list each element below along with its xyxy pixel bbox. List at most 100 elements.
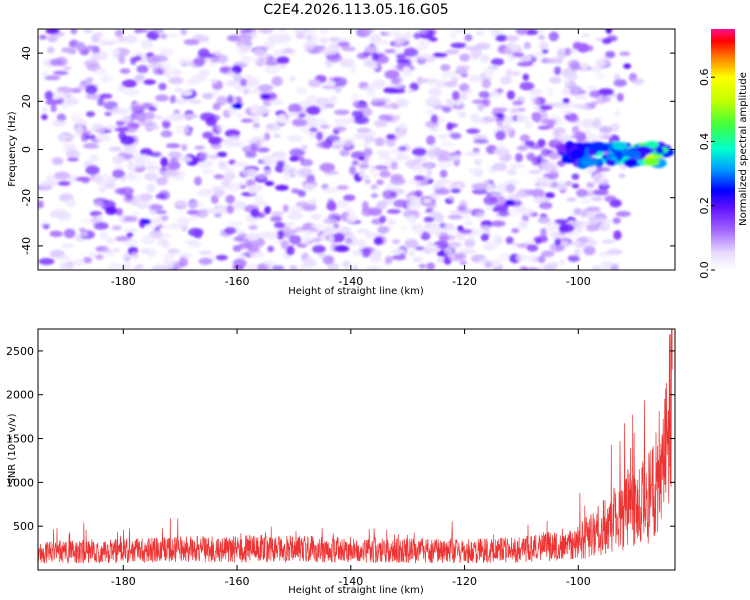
noise-cell xyxy=(362,141,370,149)
noise-cell xyxy=(286,134,303,143)
noise-cell xyxy=(140,234,156,245)
noise-cell xyxy=(140,248,150,254)
noise-cell xyxy=(99,173,111,183)
noise-cell xyxy=(571,183,580,189)
noise-cell xyxy=(319,37,329,44)
noise-cell xyxy=(189,99,202,105)
noise-cell xyxy=(349,165,357,176)
snr-x-tick-label: -140 xyxy=(338,575,363,588)
noise-cell xyxy=(250,208,260,218)
noise-cell xyxy=(45,99,60,106)
noise-cell xyxy=(384,69,400,80)
noise-cell xyxy=(116,86,127,93)
spectrogram-y-label: Frequency (Hz) xyxy=(7,111,18,187)
noise-cell xyxy=(390,29,402,39)
noise-cell xyxy=(482,116,492,125)
noise-cell xyxy=(368,64,379,70)
noise-cell xyxy=(73,118,89,126)
noise-cell xyxy=(299,158,314,167)
noise-cell xyxy=(180,89,193,97)
noise-cell xyxy=(334,245,350,253)
noise-cell xyxy=(592,172,607,183)
noise-cell xyxy=(425,244,439,249)
noise-cell xyxy=(367,208,383,216)
noise-cell xyxy=(47,46,55,54)
noise-cell xyxy=(83,59,99,68)
noise-cell xyxy=(101,248,113,254)
colorbar-tick-label: 0.4 xyxy=(698,133,711,151)
noise-cell xyxy=(60,134,76,139)
noise-cell xyxy=(346,213,358,223)
noise-cell xyxy=(390,161,398,170)
noise-cell xyxy=(586,211,595,220)
noise-cell xyxy=(181,143,188,151)
noise-cell xyxy=(477,101,485,112)
noise-cell xyxy=(224,171,236,181)
snr-y-tick-label: 500 xyxy=(13,520,34,533)
noise-cell xyxy=(264,181,275,186)
noise-cell xyxy=(276,160,285,167)
noise-cell xyxy=(422,202,436,207)
noise-cell xyxy=(220,166,235,173)
noise-cell xyxy=(494,205,509,210)
noise-cell xyxy=(148,204,164,211)
noise-cell xyxy=(249,104,261,115)
noise-cell xyxy=(267,98,284,105)
noise-cell xyxy=(289,265,298,270)
noise-cell xyxy=(364,45,378,54)
peak-cell xyxy=(232,103,243,110)
noise-cell xyxy=(538,35,545,40)
noise-cell xyxy=(93,201,105,207)
noise-cell xyxy=(85,165,100,175)
noise-cell xyxy=(70,88,82,93)
noise-cell xyxy=(589,133,604,141)
noise-cell xyxy=(408,250,416,258)
noise-cell xyxy=(140,148,153,157)
spectrogram-x-tick-label: -120 xyxy=(452,275,477,288)
noise-cell xyxy=(271,211,284,216)
noise-cell xyxy=(246,77,260,88)
noise-cell xyxy=(124,88,140,96)
noise-cell xyxy=(319,162,335,173)
noise-cell xyxy=(509,163,525,169)
noise-cell xyxy=(311,237,322,243)
noise-cell xyxy=(148,63,165,69)
noise-cell xyxy=(170,222,185,229)
snr-background xyxy=(38,329,675,570)
noise-cell xyxy=(480,220,493,227)
noise-cell xyxy=(412,147,427,157)
noise-cell xyxy=(483,244,493,251)
noise-cell xyxy=(49,231,63,238)
noise-cell xyxy=(331,144,343,150)
noise-cell xyxy=(502,115,515,122)
noise-cell xyxy=(492,107,507,113)
noise-cell xyxy=(446,122,454,131)
noise-cell xyxy=(447,196,455,201)
noise-cell xyxy=(315,97,331,106)
noise-cell xyxy=(97,97,105,107)
noise-cell xyxy=(378,114,392,121)
noise-cell xyxy=(356,127,371,134)
noise-cell xyxy=(343,194,356,202)
noise-cell xyxy=(136,115,147,123)
noise-cell xyxy=(571,207,582,217)
noise-cell xyxy=(575,188,588,198)
noise-cell xyxy=(94,254,104,260)
noise-cell xyxy=(539,41,549,51)
noise-cell xyxy=(245,151,257,158)
noise-cell xyxy=(395,153,410,161)
noise-cell xyxy=(550,180,559,188)
noise-cell xyxy=(548,31,559,42)
noise-cell xyxy=(154,115,163,120)
noise-cell xyxy=(442,223,455,230)
noise-cell xyxy=(255,174,268,180)
noise-cell xyxy=(135,160,144,168)
noise-cell xyxy=(600,261,614,270)
noise-cell xyxy=(213,188,225,197)
noise-cell xyxy=(563,76,571,86)
spectrogram-y-tick-label: 20 xyxy=(20,94,33,108)
noise-cell xyxy=(505,236,514,245)
spectrogram-y-axis: -40 -20 0 20 40 xyxy=(20,46,675,255)
noise-cell xyxy=(333,223,340,229)
